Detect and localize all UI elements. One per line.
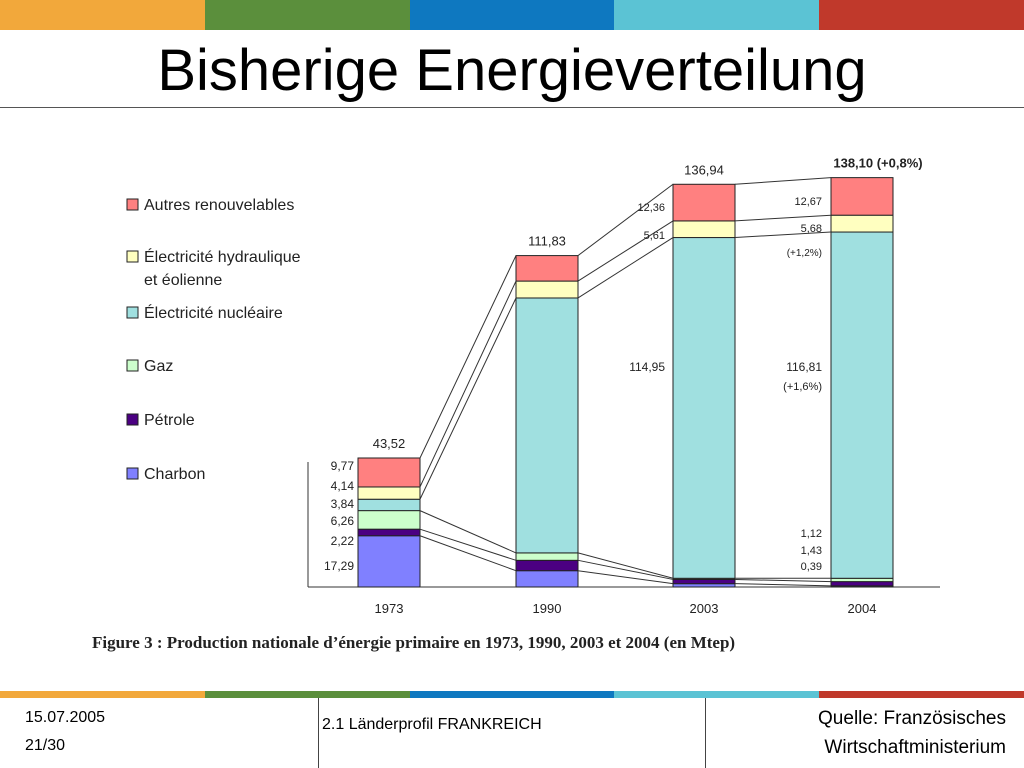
legend-swatch	[126, 467, 139, 480]
legend-label: Gaz	[144, 358, 173, 375]
connector-line	[577, 183, 674, 256]
footer-source-line1: Quelle: Französisches	[818, 708, 1006, 729]
bar-segment	[515, 297, 579, 554]
legend-swatch	[126, 250, 139, 263]
data-label: 3,84	[331, 497, 355, 511]
bar-segment	[357, 510, 421, 530]
data-label: 116,81	[786, 360, 822, 374]
bar-segment	[357, 498, 421, 512]
bar-segment	[357, 535, 421, 588]
data-label: 5,68	[801, 223, 822, 235]
legend-swatch	[126, 359, 139, 372]
connector-line	[419, 535, 517, 572]
stripe-segment	[0, 0, 205, 30]
bar-segment	[515, 255, 579, 282]
connector-line	[734, 578, 832, 583]
legend-label: Charbon	[144, 466, 205, 483]
bar-segment	[515, 570, 579, 588]
footer-section: 2.1 Länderprofil FRANKREICH	[322, 716, 542, 733]
footer-date: 15.07.2005	[25, 709, 106, 726]
data-label: 12,36	[637, 202, 665, 214]
bar-total-label: 136,94	[684, 162, 724, 177]
data-label: 5,61	[644, 230, 665, 242]
stripe-segment	[204, 691, 410, 698]
connector-line	[577, 559, 674, 580]
data-label: 4,14	[331, 479, 355, 493]
x-tick-label: 1990	[533, 601, 562, 616]
connector-line	[577, 552, 674, 579]
connector-line	[419, 297, 517, 500]
bar-segment	[672, 578, 736, 585]
legend-swatch	[126, 413, 139, 426]
data-label: 12,67	[794, 196, 822, 208]
stripe-segment	[819, 0, 1024, 30]
footer-divider	[318, 698, 319, 768]
bar-segment	[515, 559, 579, 572]
bar-segment	[830, 581, 894, 587]
data-label: 9,77	[331, 459, 355, 473]
connector-line	[577, 570, 674, 585]
data-label: 1,12	[801, 528, 822, 540]
legend-label: Pétrole	[144, 412, 195, 429]
data-label: 17,29	[324, 559, 354, 573]
connector-line	[577, 237, 674, 299]
x-tick-label: 2003	[690, 601, 719, 616]
bar-total-label: 111,83	[528, 234, 566, 249]
legend-label: Électricité nucléaire	[144, 303, 283, 322]
data-label: 6,26	[331, 514, 355, 528]
stripe-segment	[614, 0, 820, 30]
bar-total-label: 43,52	[373, 436, 406, 451]
connector-line	[419, 510, 517, 554]
bar-segment	[672, 220, 736, 239]
bar-segment	[672, 237, 736, 579]
legend-swatch	[126, 306, 139, 319]
stripe-segment	[204, 0, 410, 30]
slide-title: Bisherige Energieverteilung	[157, 38, 867, 103]
footer-page-number: 21/30	[25, 737, 66, 754]
connector-line	[419, 528, 517, 561]
x-tick-label: 1973	[375, 601, 404, 616]
bar-segment	[357, 457, 421, 488]
energy-chart: 1973 43,52 1990 111,83 2003 136,94 2004 138,10 …	[126, 156, 940, 616]
data-label: 114,95	[629, 360, 665, 374]
title-divider	[0, 107, 1024, 108]
legend-label: Autres renouvelables	[144, 197, 294, 214]
footer-source-line2: Wirtschaftministerium	[824, 737, 1006, 758]
legend-label: Électricité hydraulique	[144, 247, 301, 266]
stripe-segment	[0, 691, 205, 698]
stripe-segment	[409, 691, 615, 698]
data-label: 2,22	[331, 534, 355, 548]
bar-segment	[830, 214, 894, 233]
data-label: (+1,6%)	[783, 381, 822, 393]
stripe-segment	[409, 0, 615, 30]
connector-line	[419, 255, 517, 459]
bar-segment	[830, 231, 894, 579]
bottom-color-stripe	[0, 691, 1024, 698]
bar-total-label: 138,10 (+0,8%)	[833, 156, 922, 171]
data-label: 1,43	[801, 545, 822, 557]
bar-segment	[830, 177, 894, 216]
x-tick-label: 2004	[848, 601, 877, 616]
connector-line	[577, 220, 674, 282]
bar-segment	[357, 486, 421, 500]
legend-label: et éolienne	[144, 272, 222, 289]
connector-line	[419, 280, 517, 488]
stripe-segment	[614, 691, 820, 698]
bar-segment	[515, 552, 579, 561]
top-color-stripe	[0, 0, 1024, 30]
connector-line	[734, 177, 832, 185]
data-label: (+1,2%)	[787, 248, 822, 259]
data-label: 0,39	[801, 561, 822, 573]
stripe-segment	[819, 691, 1024, 698]
connector-line	[734, 214, 832, 222]
connector-line	[734, 583, 832, 587]
figure-caption: Figure 3 : Production nationale d’énergi…	[92, 633, 736, 652]
bar-segment	[357, 528, 421, 537]
bar-segment	[672, 183, 736, 222]
footer-divider	[705, 698, 706, 768]
bar-segment	[515, 280, 579, 299]
connector-line	[734, 231, 832, 239]
legend-swatch	[126, 198, 139, 211]
